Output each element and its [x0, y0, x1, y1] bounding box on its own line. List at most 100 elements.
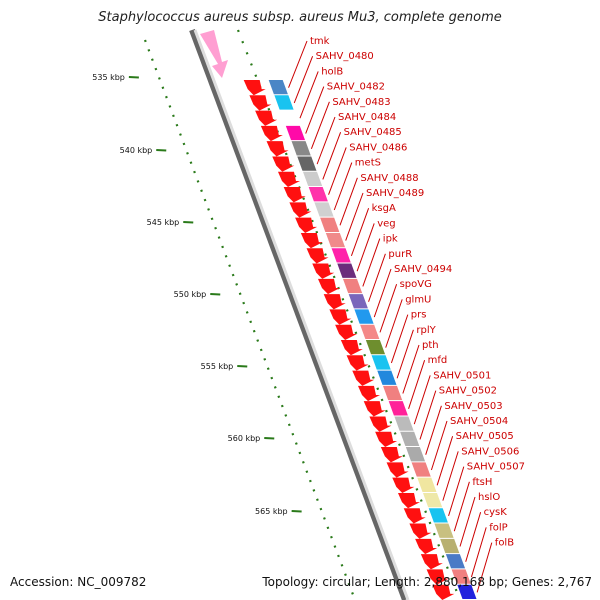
leader-line: [396, 329, 414, 379]
backbone: [193, 29, 410, 600]
leader-line: [476, 542, 493, 593]
gene-label: prs: [411, 310, 427, 321]
gene-block: [394, 416, 414, 431]
gene-label: spoVG: [400, 279, 432, 290]
gene-arrow: [272, 156, 295, 172]
gene-block: [348, 294, 368, 309]
gene-block: [451, 569, 471, 584]
gene-label: SAHV_0489: [366, 188, 424, 199]
tick-label: 535 kbp: [92, 73, 125, 82]
backbone-shadow: [189, 28, 408, 600]
gene-arrow: [340, 340, 363, 356]
gene-label: SAHV_0482: [327, 82, 385, 93]
gene-arrow: [386, 462, 409, 478]
gene-arrow: [260, 125, 283, 142]
gene-block: [274, 95, 294, 110]
gene-label: SAHV_0501: [433, 370, 491, 381]
gene-label: SAHV_0506: [461, 446, 519, 457]
gene-label: folB: [495, 538, 514, 549]
gene-block: [291, 141, 311, 156]
gene-arrow: [346, 355, 369, 371]
leader-line: [385, 299, 403, 348]
gene-arrow: [397, 492, 420, 509]
gene-arrow: [277, 171, 300, 188]
gene-label: folP: [489, 522, 507, 533]
gene-block: [440, 538, 460, 554]
leader-line: [333, 162, 353, 211]
gene-arrow: [426, 569, 449, 585]
leader-line: [436, 436, 454, 486]
gene-label: hslO: [478, 492, 500, 503]
tick-mark: [210, 293, 221, 296]
gene-label: mfd: [428, 355, 448, 366]
gene-arrow: [300, 232, 323, 249]
gene-arrow: [352, 370, 375, 386]
gene-arrow: [323, 294, 346, 310]
gene-arrow: [335, 324, 358, 340]
tick-mark: [291, 510, 302, 513]
gene-block: [342, 278, 363, 294]
gene-arrow: [249, 95, 272, 111]
gene-block: [302, 171, 323, 187]
gene-label: SAHV_0488: [360, 173, 418, 184]
gene-block: [377, 370, 397, 385]
gene-arrow: [392, 477, 415, 493]
gene-arrow: [255, 110, 278, 126]
tick-label: 560 kbp: [228, 434, 261, 443]
gene-block: [280, 110, 300, 125]
leader-line: [305, 86, 325, 134]
tick-label: 545 kbp: [147, 218, 180, 227]
gene-label: SAHV_0480: [316, 51, 374, 62]
tick-label: 540 kbp: [120, 146, 153, 155]
gene-block: [320, 217, 340, 232]
top-gene-arrow: [200, 30, 228, 78]
tick-mark: [128, 76, 139, 79]
leader-line: [453, 481, 470, 532]
gene-label: SAHV_0502: [439, 386, 497, 397]
gene-block: [382, 385, 403, 401]
gene-label: rplY: [416, 325, 436, 336]
leader-line: [350, 208, 370, 257]
gene-block: [331, 248, 351, 263]
leader-line: [339, 177, 358, 226]
tick-mark: [156, 149, 167, 152]
gene-arrow: [363, 401, 386, 417]
gene-block: [285, 125, 306, 141]
gene-block: [422, 492, 443, 508]
gene-arrow: [266, 141, 289, 157]
gene-label: metS: [355, 158, 381, 169]
gene-block: [268, 80, 288, 95]
gene-arrow: [289, 202, 312, 218]
leader-line: [288, 40, 308, 88]
tick-label: 555 kbp: [201, 362, 234, 371]
gene-arrow: [409, 523, 432, 539]
leader-line: [316, 116, 336, 165]
leader-line: [293, 56, 314, 104]
leader-line: [310, 101, 330, 150]
gene-block: [411, 462, 431, 477]
outer-guide-line: [143, 39, 357, 600]
gene-block: [297, 156, 317, 171]
gene-block: [388, 401, 408, 416]
tick-mark: [264, 437, 275, 440]
page-title: Staphylococcus aureus subsp. aureus Mu3,…: [98, 10, 502, 25]
gene-label: SAHV_0494: [394, 264, 452, 275]
gene-label: SAHV_0483: [332, 97, 390, 108]
leader-line: [356, 223, 375, 272]
leader-line: [362, 238, 381, 287]
leader-line: [442, 451, 459, 501]
gene-block: [428, 508, 448, 523]
leader-line: [459, 496, 476, 547]
leader-line: [470, 527, 487, 578]
gene-label: glmU: [405, 294, 431, 305]
leader-line: [379, 284, 398, 333]
genome-stats-text: Topology: circular; Length: 2,880,168 bp…: [262, 575, 592, 589]
gene-block: [308, 187, 328, 202]
gene-label: SAHV_0484: [338, 112, 396, 123]
gene-arrow: [403, 508, 426, 524]
gene-block: [325, 232, 346, 248]
gene-arrow: [243, 80, 266, 96]
leader-line: [368, 253, 386, 302]
gene-block: [371, 355, 391, 370]
gene-block: [417, 477, 437, 492]
